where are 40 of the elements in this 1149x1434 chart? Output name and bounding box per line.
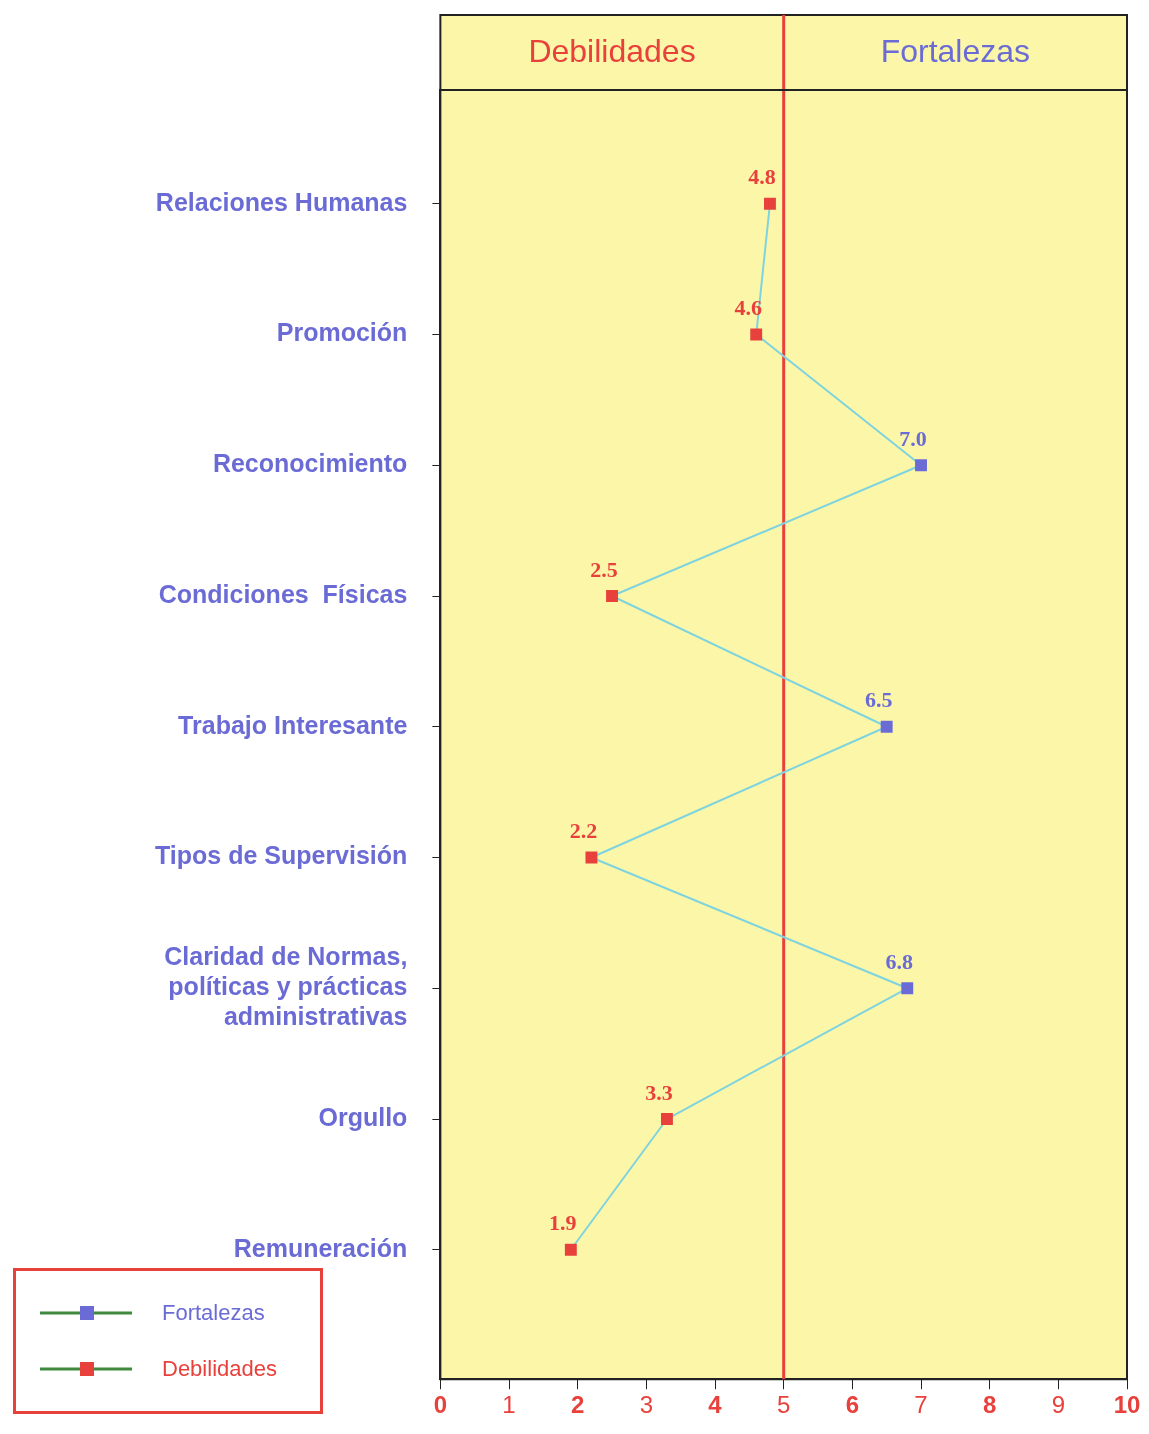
x-tick-label: 5 xyxy=(777,1391,791,1419)
data-label: 6.5 xyxy=(864,687,893,713)
y-tick-label: Reconocimiento xyxy=(212,449,408,478)
point xyxy=(606,590,618,602)
y-tick-label: Tipos de Supervisión xyxy=(154,841,408,870)
text: Debilidades xyxy=(162,1356,277,1382)
point xyxy=(764,197,776,210)
x-tick-label: 0 xyxy=(433,1391,448,1419)
x-tick-label: 8 xyxy=(982,1391,997,1419)
x-tick-label: 4 xyxy=(708,1391,723,1419)
data-label: 2.2 xyxy=(569,818,598,844)
y-tick-label: Relaciones Humanas xyxy=(155,187,408,216)
x-tick-label: 10 xyxy=(1113,1391,1141,1419)
point xyxy=(901,982,914,995)
data-label: 4.8 xyxy=(748,164,776,190)
point xyxy=(661,1113,673,1125)
point xyxy=(880,720,893,733)
point xyxy=(915,459,927,472)
point xyxy=(564,1243,577,1256)
y-tick-label: Remuneración xyxy=(233,1233,408,1262)
y-tick-label: Claridad de Normas, políticas y prácticas administrativas xyxy=(164,942,408,1031)
point xyxy=(585,851,598,864)
y-tick-label: Trabajo Interesante xyxy=(178,710,408,739)
x-tick-label: 9 xyxy=(1051,1391,1066,1419)
header-strip: Debilidades Fortalezas xyxy=(440,15,1127,91)
x-tick-label: 1 xyxy=(502,1391,516,1419)
x-tick-label: 3 xyxy=(639,1391,654,1419)
x-tick-label: 7 xyxy=(914,1391,928,1419)
y-tick-label: Condiciones Físicas xyxy=(158,579,408,608)
data-label: 3.3 xyxy=(645,1079,673,1105)
x-tick-label: 2 xyxy=(571,1391,585,1419)
data-label: 2.5 xyxy=(590,556,618,582)
x-tick-label: 6 xyxy=(845,1391,860,1419)
data-label: 1.9 xyxy=(549,1210,577,1236)
point xyxy=(750,328,763,341)
data-label: 6.8 xyxy=(885,948,914,974)
y-tick-label: Orgullo xyxy=(318,1102,408,1131)
text: Fortalezas xyxy=(162,1300,265,1326)
y-tick-label: Promoción xyxy=(276,318,408,347)
data-label: 7.0 xyxy=(899,425,927,451)
